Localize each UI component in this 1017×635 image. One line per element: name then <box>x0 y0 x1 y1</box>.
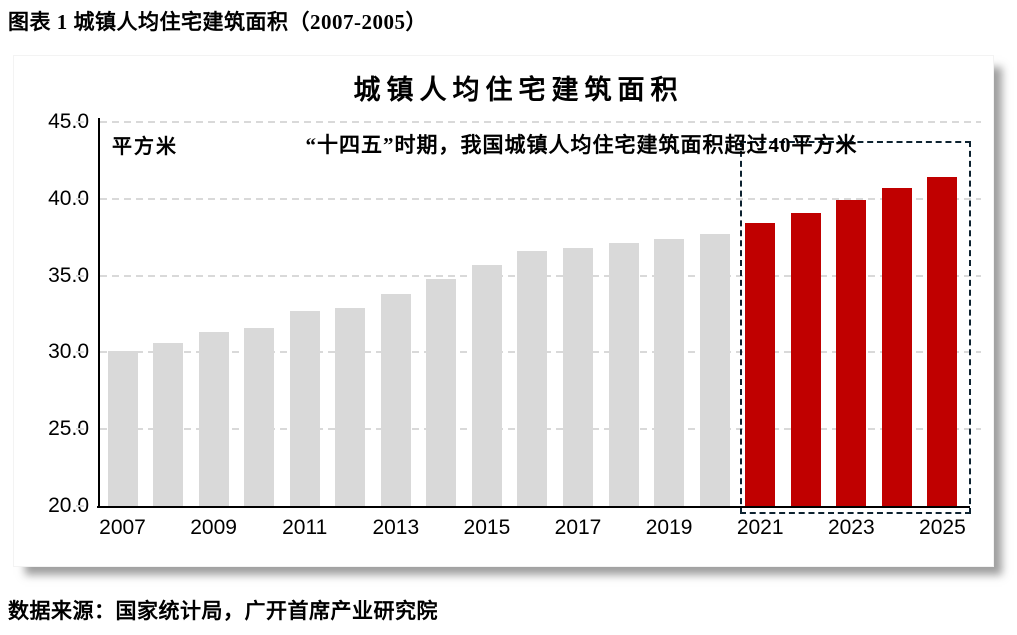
x-axis-label: 2013 <box>372 516 420 539</box>
forecast-highlight-box <box>740 141 971 514</box>
bar-2013 <box>380 294 411 506</box>
x-axis-label: 2019 <box>645 516 693 539</box>
bar-2020 <box>699 234 730 506</box>
y-tick-mark <box>76 351 84 354</box>
bar-2022 <box>790 212 821 506</box>
x-axis-label: 2021 <box>736 516 784 539</box>
bar-2007 <box>107 350 138 506</box>
y-tick-mark <box>76 505 84 507</box>
bar-2021 <box>745 223 776 506</box>
y-axis-label: 35.0 <box>48 263 89 287</box>
x-axis-label: 2007 <box>99 516 146 539</box>
bar-2010 <box>244 327 275 506</box>
bar-2014 <box>426 278 457 506</box>
y-tick-mark <box>76 428 84 431</box>
y-tick-mark <box>76 121 84 123</box>
y-axis-line <box>98 118 100 508</box>
x-axis-line <box>97 506 970 508</box>
annotation-text: “十四五”时期，我国城镇人均住宅建筑面积超过40平方米 <box>305 133 858 157</box>
y-gridline <box>100 121 981 123</box>
x-axis-label: 2015 <box>463 516 511 539</box>
x-axis-label: 2017 <box>554 516 602 539</box>
y-axis-label: 40.0 <box>48 186 89 210</box>
y-axis-label: 25.0 <box>48 417 89 441</box>
bar-2019 <box>654 238 685 506</box>
chart-title: 城镇人均住宅建筑面积 <box>353 75 684 105</box>
x-axis-label: 2009 <box>190 516 237 539</box>
y-tick-mark <box>76 274 84 277</box>
figure-heading: 图表 1 城镇人均住宅建筑面积（2007-2005） <box>8 10 427 34</box>
unit-label: 平方米 <box>112 136 178 158</box>
x-axis-label: 2023 <box>827 516 875 539</box>
bar-2017 <box>563 247 593 506</box>
bar-2025 <box>927 177 958 506</box>
y-axis-label: 30.0 <box>48 340 89 364</box>
chart-container[interactable]: 城镇人均住宅建筑面积 平方米 “十四五”时期，我国城镇人均住宅建筑面积超过40平… <box>13 55 994 567</box>
x-axis-label: 2025 <box>919 516 966 539</box>
y-gridline <box>100 197 981 200</box>
x-axis-label: 2011 <box>282 516 328 539</box>
bar-2012 <box>335 307 366 506</box>
bar-2024 <box>881 188 912 506</box>
bar-2018 <box>608 243 639 506</box>
y-axis-label: 20.0 <box>48 494 89 517</box>
plot-area: 45.0 40.0 35.0 30.0 25.0 20.0 2007 2009 2011 2013… <box>14 56 993 566</box>
bar-2015 <box>471 264 502 506</box>
y-tick-mark <box>76 197 84 200</box>
bar-2009 <box>198 332 229 506</box>
y-axis-label: 45.0 <box>48 110 89 133</box>
bar-2008 <box>153 343 184 506</box>
bar-2016 <box>517 251 548 506</box>
source-note: 数据来源：国家统计局，广开首席产业研究院 <box>8 599 438 623</box>
bar-2023 <box>836 200 867 506</box>
bar-2011 <box>289 310 320 506</box>
